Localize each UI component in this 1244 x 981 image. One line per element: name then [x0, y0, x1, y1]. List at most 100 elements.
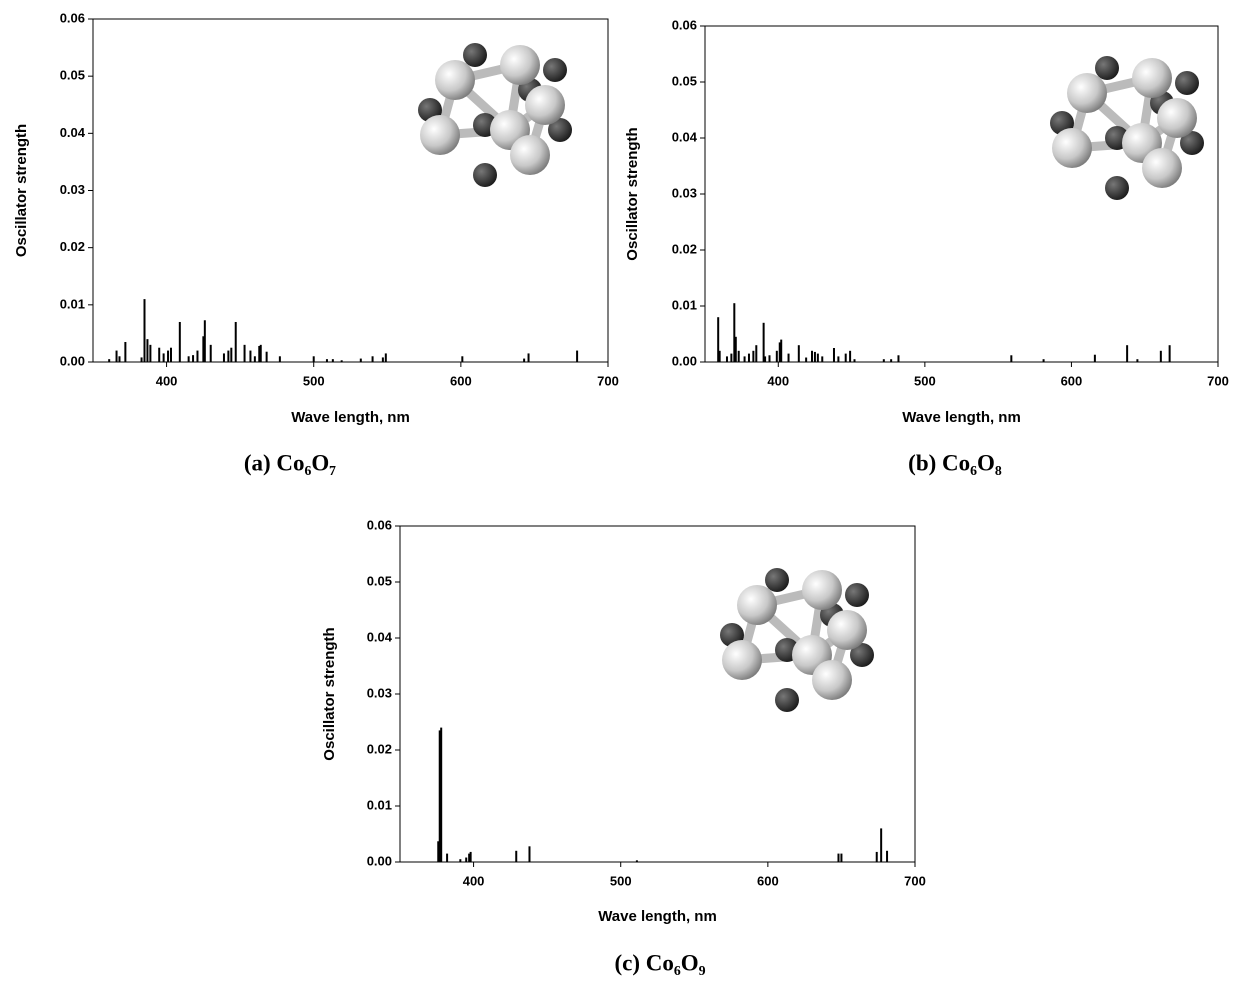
spectral-line: [149, 344, 152, 362]
spectral-line: [325, 359, 328, 362]
oxygen-atom: [1180, 131, 1204, 155]
spectral-line: [725, 356, 728, 362]
spectral-line: [837, 356, 840, 362]
x-tick-label: 700: [904, 873, 926, 888]
y-axis-title: Oscillator strength: [321, 627, 338, 760]
spectral-line: [635, 860, 638, 862]
y-tick-label: 0.04: [367, 629, 393, 644]
spectral-line: [203, 320, 206, 362]
y-tick-label: 0.01: [367, 797, 392, 812]
spectral-line: [312, 356, 315, 362]
spectral-line: [187, 356, 190, 362]
cobalt-atom: [722, 640, 762, 680]
oxygen-atom: [473, 163, 497, 187]
spectral-line: [734, 336, 737, 362]
y-tick-label: 0.04: [672, 129, 698, 144]
spectral-line: [882, 359, 885, 362]
spectral-line: [897, 355, 900, 362]
spectral-line: [717, 317, 720, 362]
spectral-line: [810, 350, 813, 362]
cobalt-atom: [802, 570, 842, 610]
spectral-line: [755, 345, 758, 362]
x-axis-title: Wave length, nm: [598, 908, 717, 925]
spectral-line: [832, 348, 835, 362]
y-tick-label: 0.05: [367, 573, 392, 588]
y-axis-title: Oscillator strength: [624, 127, 641, 260]
x-tick-label: 600: [757, 873, 779, 888]
y-tick-label: 0.00: [367, 853, 392, 868]
oxygen-atom: [850, 643, 874, 667]
spectral-line: [1042, 359, 1045, 362]
oxygen-atom: [775, 688, 799, 712]
spectral-line: [780, 339, 783, 362]
x-tick-label: 400: [463, 873, 485, 888]
panel-caption: (c) Co₆O₉: [614, 950, 705, 975]
spectral-line: [459, 859, 462, 862]
spectral-line: [140, 357, 143, 362]
spectral-line: [331, 359, 334, 362]
spectral-line: [196, 350, 199, 362]
spectral-line: [778, 342, 781, 362]
x-tick-label: 400: [767, 373, 789, 388]
spectral-line: [108, 359, 111, 362]
spectral-line: [118, 356, 121, 362]
spectral-line: [192, 355, 195, 362]
y-tick-label: 0.05: [672, 73, 697, 88]
oxygen-atom: [1175, 71, 1199, 95]
spectral-line: [162, 353, 165, 362]
spectral-line: [115, 350, 118, 362]
spectral-line: [718, 350, 721, 362]
spectral-line: [813, 351, 816, 362]
spectral-line: [730, 353, 733, 362]
spectral-line: [234, 321, 237, 362]
cobalt-atom: [500, 45, 540, 85]
spectral-line: [461, 356, 464, 362]
y-tick-label: 0.05: [60, 68, 85, 83]
y-tick-label: 0.02: [672, 241, 697, 256]
spectral-line: [747, 353, 750, 362]
y-tick-label: 0.02: [60, 239, 85, 254]
cobalt-atom: [435, 60, 475, 100]
spectral-line: [762, 322, 765, 362]
cobalt-atom: [1067, 73, 1107, 113]
spectral-line: [743, 356, 746, 362]
spectral-line: [576, 350, 579, 362]
spectral-line: [849, 350, 852, 362]
oxygen-atom: [463, 43, 487, 67]
spectral-line: [222, 353, 225, 362]
spectral-line: [469, 851, 472, 862]
spectral-line: [440, 727, 443, 862]
cobalt-atom: [525, 85, 565, 125]
spectral-line: [752, 350, 755, 362]
panel-caption: (b) Co₆O₈: [908, 450, 1002, 475]
oxygen-atom: [548, 118, 572, 142]
cobalt-atom: [510, 135, 550, 175]
spectral-line: [797, 345, 800, 362]
x-tick-label: 600: [1061, 373, 1083, 388]
y-tick-label: 0.01: [672, 297, 697, 312]
spectral-line: [259, 344, 262, 362]
spectral-line: [169, 347, 172, 362]
oxygen-atom: [1105, 176, 1129, 200]
x-tick-label: 700: [597, 373, 619, 388]
spectral-line: [381, 357, 384, 362]
oxygen-atom: [1095, 56, 1119, 80]
spectral-line: [243, 344, 246, 362]
spectral-line: [1010, 355, 1013, 362]
spectral-line: [1093, 354, 1096, 362]
spectral-line: [371, 356, 374, 362]
spectral-line: [768, 355, 771, 362]
spectral-line: [438, 730, 441, 862]
y-tick-label: 0.01: [60, 296, 85, 311]
spectral-line: [775, 350, 778, 362]
spectral-line: [528, 846, 531, 862]
spectral-line: [523, 358, 526, 362]
spectral-line: [890, 359, 893, 362]
cobalt-atom: [1142, 148, 1182, 188]
spectral-line: [249, 350, 252, 362]
oxygen-atom: [543, 58, 567, 82]
spectral-line: [265, 351, 268, 362]
spectral-line: [359, 358, 362, 362]
spectral-line: [886, 850, 889, 862]
